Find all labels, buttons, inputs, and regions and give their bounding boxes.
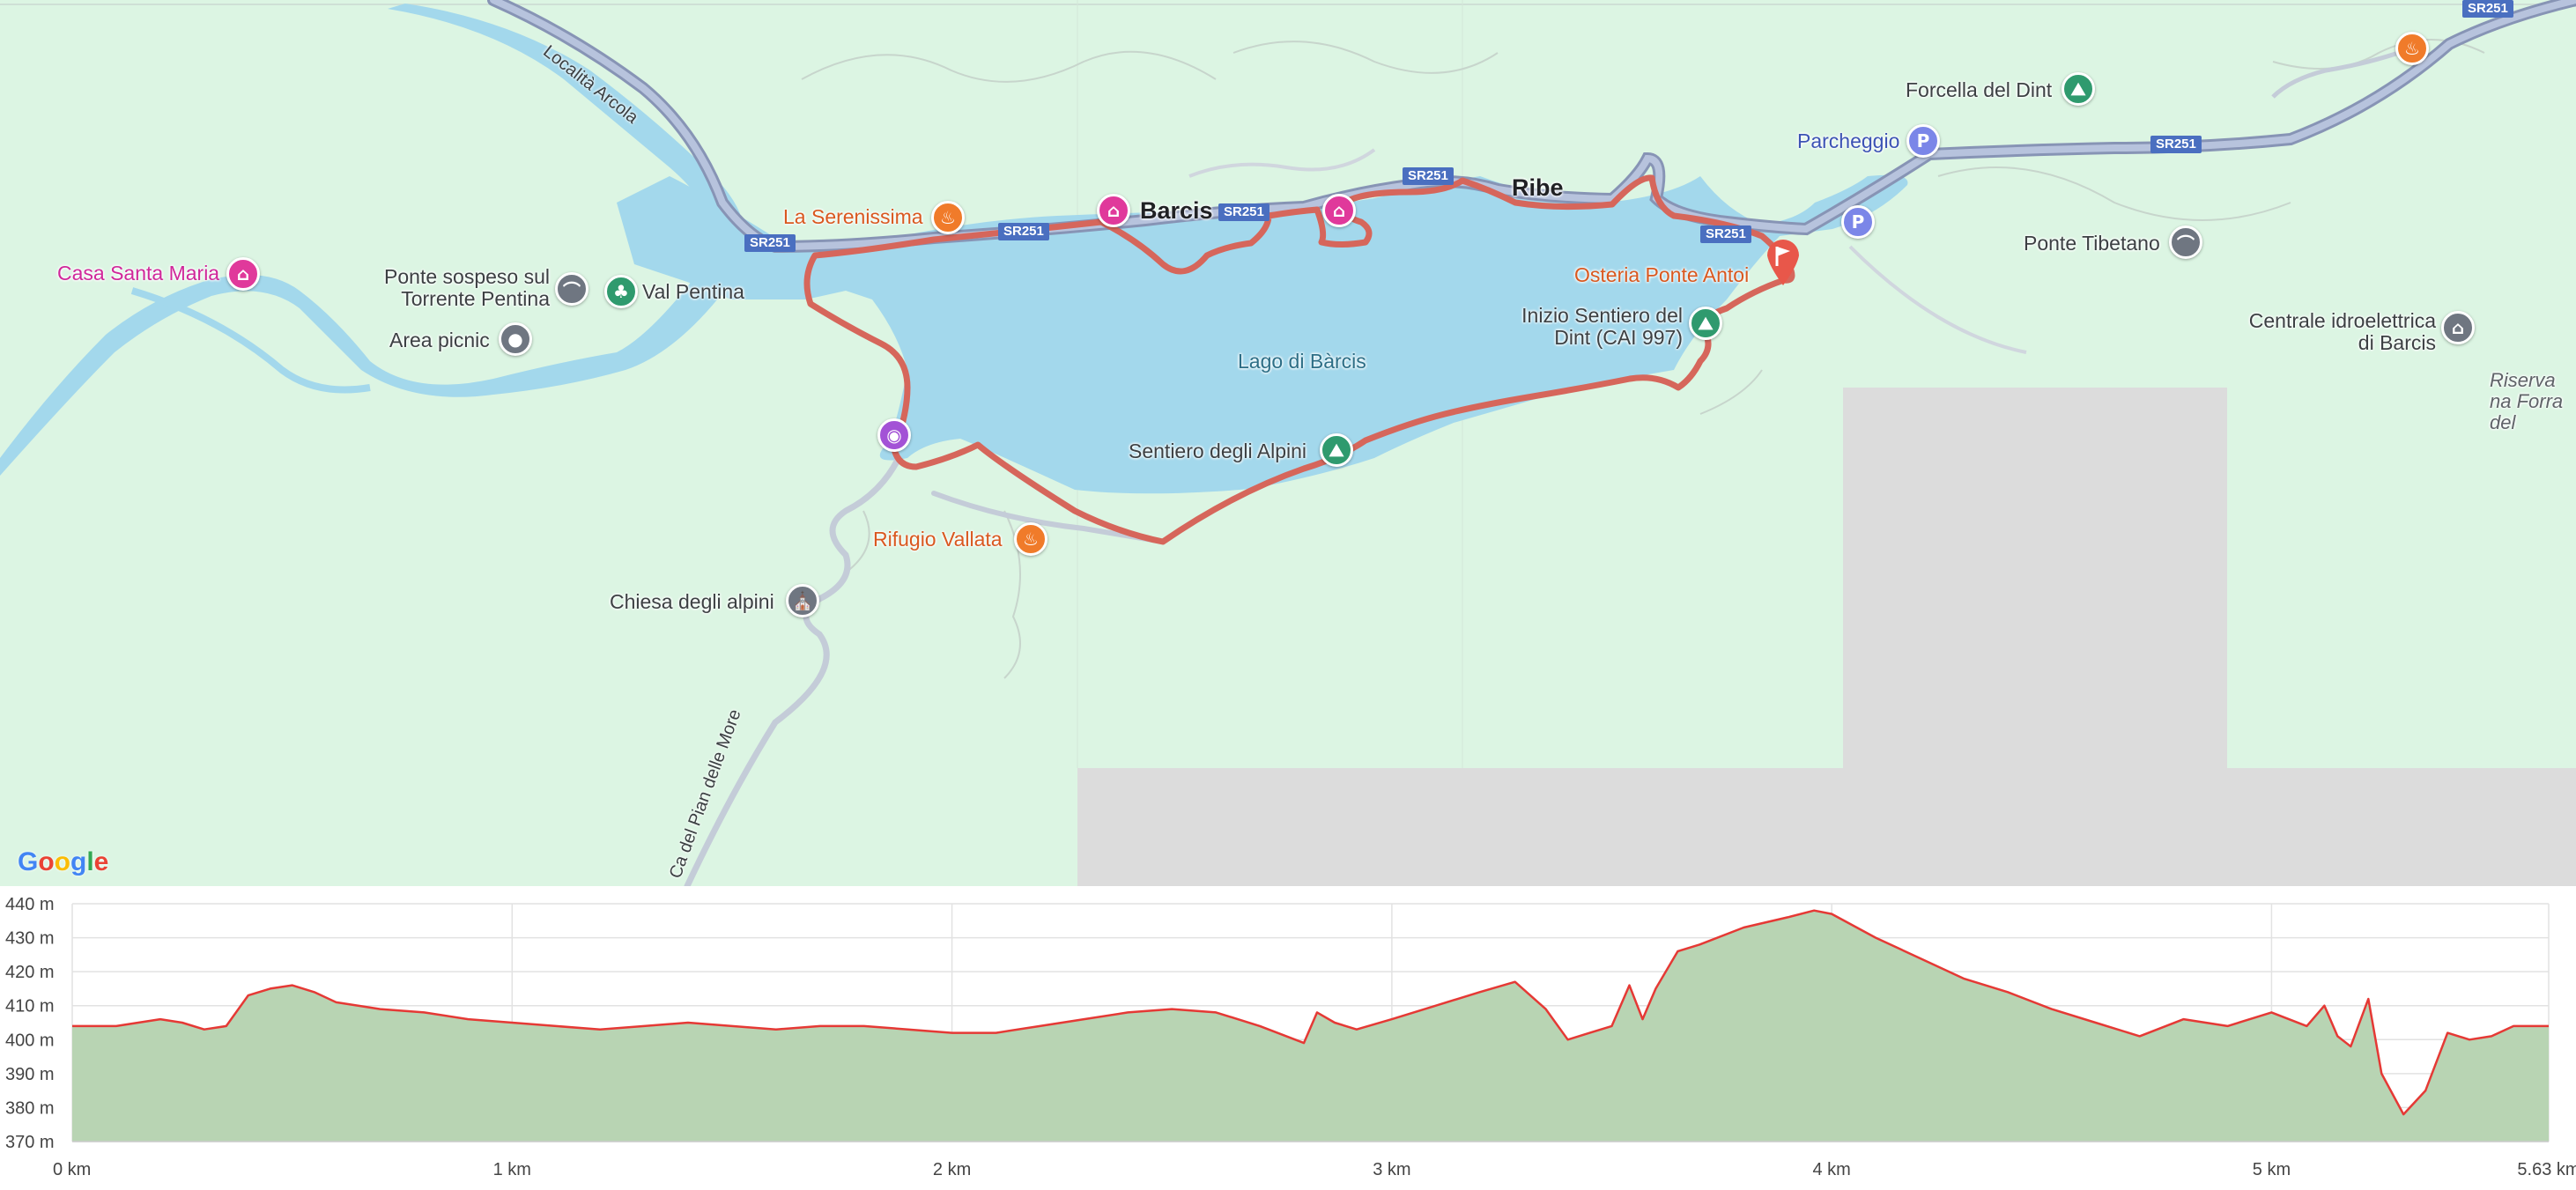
place-ponte-tibetano[interactable]: Ponte Tibetano [2024, 232, 2160, 255]
bridge-icon[interactable]: ⌒ [2169, 225, 2202, 259]
map-canvas[interactable]: SR251 SR251 SR251 SR251 SR251 SR251 SR25… [0, 0, 2576, 886]
elevation-area [72, 910, 2549, 1142]
y-tick-label: 410 m [5, 997, 55, 1016]
place-casa-santa-maria[interactable]: Casa Santa Maria [57, 262, 220, 285]
place-area-picnic[interactable]: Area picnic [389, 329, 490, 351]
hotel-icon[interactable]: ⌂ [226, 257, 260, 291]
lake-shape [617, 174, 1908, 494]
x-tick-label: 4 km [1812, 1160, 1850, 1179]
place-forcella[interactable]: Forcella del Dint [1906, 78, 2053, 101]
tree-icon[interactable]: ♣ [604, 275, 638, 308]
hiking-icon[interactable]: ⛰ [1320, 433, 1353, 467]
y-tick-label: 440 m [5, 895, 55, 914]
google-logo: Google [18, 847, 109, 876]
place-sentiero-alpini[interactable]: Sentiero degli Alpini [1129, 440, 1307, 462]
place-centrale[interactable]: Centrale idroelettrica di Barcis [2248, 309, 2436, 355]
road-shield: SR251 [1218, 203, 1269, 221]
place-parcheggio[interactable]: Parcheggio [1797, 129, 1900, 152]
road-shield: SR251 [744, 234, 796, 252]
parking-icon[interactable]: P [1906, 124, 1940, 158]
hiking-route [803, 174, 1795, 545]
hotel-icon[interactable]: ⌂ [1322, 194, 1356, 227]
road-shield: SR251 [998, 223, 1049, 240]
place-chiesa-alpini[interactable]: Chiesa degli alpini [610, 590, 774, 613]
hotel-icon[interactable]: ⌂ [1097, 194, 1130, 227]
road-shield: SR251 [1700, 225, 1751, 243]
unloaded-tile-area [1077, 388, 2576, 886]
y-tick-label: 390 m [5, 1065, 55, 1084]
restaurant-icon[interactable]: ♨ [931, 201, 965, 234]
place-val-pentina[interactable]: Val Pentina [642, 280, 744, 303]
place-rifugio-vallata[interactable]: Rifugio Vallata [873, 528, 1003, 551]
elevation-line [72, 909, 2549, 1116]
road-shield: SR251 [2150, 136, 2202, 153]
restaurant-icon[interactable]: ♨ [2395, 32, 2429, 65]
place-riserva[interactable]: Riserva na Forra del [2490, 369, 2564, 434]
parking-icon[interactable]: P [1841, 205, 1875, 239]
place-osteria[interactable]: Osteria Ponte Antoi [1574, 263, 1750, 286]
x-tick-label: 5.63 km [2517, 1160, 2576, 1179]
town-label-barcis[interactable]: Barcis [1140, 197, 1213, 224]
y-tick-label: 420 m [5, 963, 55, 982]
museum-icon[interactable]: ⌂ [2441, 311, 2475, 344]
finish-flag-icon[interactable] [1764, 236, 1802, 287]
x-tick-label: 3 km [1373, 1160, 1410, 1179]
road-shield: SR251 [1403, 167, 1454, 185]
hiking-icon[interactable]: ⛰ [1689, 307, 1722, 340]
elevation-profile[interactable]: 440 m 430 m 420 m 410 m 400 m 390 m 380 m 370 m… [0, 886, 2576, 1186]
church-icon[interactable]: ⛪ [786, 584, 819, 617]
road-shield: SR251 [2462, 0, 2513, 18]
x-tick-label: 0 km [53, 1160, 91, 1179]
y-tick-label: 370 m [5, 1133, 55, 1152]
hiking-icon[interactable]: ⛰ [2062, 72, 2095, 106]
x-tick-label: 5 km [2253, 1160, 2291, 1179]
lake-label: Lago di Bàrcis [1238, 350, 1366, 373]
camera-icon[interactable]: ◉ [877, 418, 911, 452]
bridge-icon[interactable]: ⌒ [555, 272, 588, 306]
town-label-ribe[interactable]: Ribe [1512, 174, 1564, 201]
y-tick-label: 400 m [5, 1031, 55, 1050]
place-ponte-sospeso[interactable]: Ponte sospeso sul Torrente Pentina [384, 265, 550, 311]
pin-dot-icon[interactable]: ● [499, 322, 532, 356]
place-la-serenissima[interactable]: La Serenissima [783, 205, 923, 228]
y-tick-label: 430 m [5, 929, 55, 949]
restaurant-icon[interactable]: ♨ [1014, 522, 1047, 556]
x-tick-label: 1 km [493, 1160, 531, 1179]
place-inizio-sentiero[interactable]: Inizio Sentiero del Dint (CAI 997) [1521, 304, 1683, 350]
x-tick-label: 2 km [933, 1160, 971, 1179]
elevation-chart[interactable]: 440 m 430 m 420 m 410 m 400 m 390 m 380 m 370 m… [0, 886, 2576, 1186]
y-tick-label: 380 m [5, 1098, 55, 1118]
